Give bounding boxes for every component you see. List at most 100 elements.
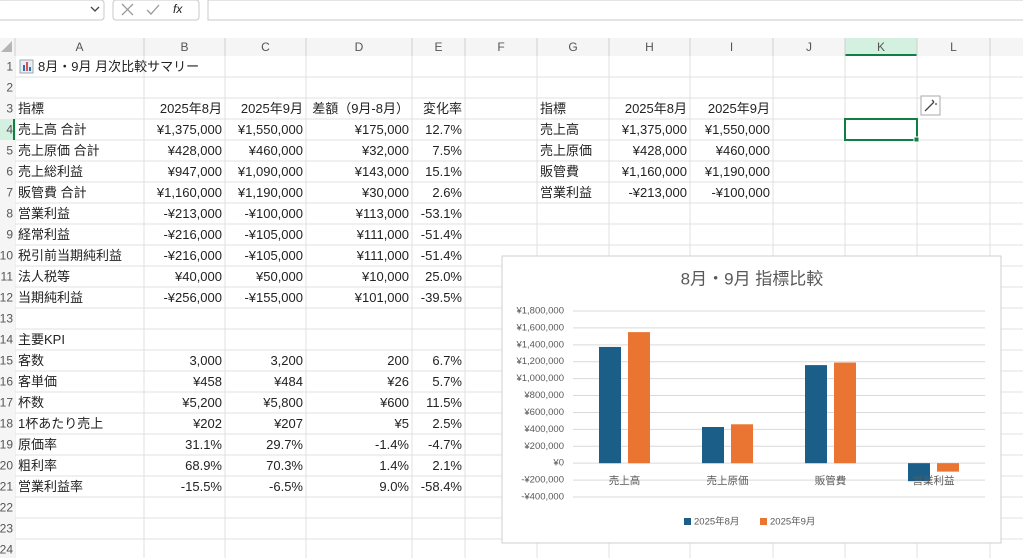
cell-text: ¥111,000 <box>356 248 409 263</box>
cell-text: -6.5% <box>269 479 303 494</box>
cell-text: ¥113,000 <box>355 206 409 221</box>
cell-text: -58.4% <box>421 479 463 494</box>
cell-text: ¥30,000 <box>361 185 409 200</box>
cell-text: 68.9% <box>185 458 222 473</box>
column-header[interactable]: A <box>75 40 83 54</box>
cell-text: ¥428,000 <box>167 143 222 158</box>
column-header[interactable]: B <box>180 40 188 54</box>
cell-text: 変化率 <box>423 101 462 116</box>
column-header[interactable]: L <box>950 40 957 54</box>
row-header[interactable]: 5 <box>6 144 13 158</box>
y-tick-label: -¥200,000 <box>521 475 564 486</box>
cell-text: -¥213,000 <box>163 206 222 221</box>
row-header[interactable]: 16 <box>0 375 13 389</box>
bar <box>702 426 724 464</box>
cell-text: -¥105,000 <box>244 248 303 263</box>
cell-text: ¥947,000 <box>167 164 222 179</box>
y-tick-label: ¥1,200,000 <box>515 356 564 367</box>
formula-input[interactable] <box>207 0 1023 21</box>
column-header[interactable]: H <box>645 40 654 54</box>
row-header[interactable]: 6 <box>6 165 13 179</box>
cell-text: 売上高 <box>540 122 579 137</box>
column-header[interactable]: E <box>434 40 442 54</box>
row-header[interactable]: 3 <box>6 102 13 116</box>
cell-text: ¥1,375,000 <box>156 122 222 137</box>
cell-text: 8月・9月 月次比較サマリー <box>38 59 199 74</box>
bar <box>834 362 856 464</box>
column-header[interactable]: I <box>730 40 733 54</box>
row-header[interactable]: 15 <box>0 354 13 368</box>
row-header[interactable]: 12 <box>0 291 13 305</box>
y-tick-label: ¥600,000 <box>523 407 564 418</box>
row-header[interactable]: 19 <box>0 438 13 452</box>
cell-text: ¥1,550,000 <box>704 122 770 137</box>
row-header[interactable]: 18 <box>0 417 13 431</box>
cell-text: 2.5% <box>432 416 462 431</box>
cell-text: 9.0% <box>379 479 409 494</box>
row-header[interactable]: 11 <box>1 270 14 284</box>
bar <box>628 332 650 464</box>
row-header[interactable]: 8 <box>6 207 13 221</box>
select-all[interactable] <box>1 41 12 52</box>
name-box-dropdown[interactable] <box>90 6 100 12</box>
cell-text: -15.5% <box>181 479 223 494</box>
cell-text: ¥1,190,000 <box>237 185 303 200</box>
formula-buttons <box>112 0 200 21</box>
cell-text: ¥32,000 <box>361 143 409 158</box>
row-header[interactable]: 10 <box>0 249 13 263</box>
cell-text: ¥101,000 <box>354 290 409 305</box>
cell-text: 当期純利益 <box>18 290 83 305</box>
cell-text: 杯数 <box>18 395 44 410</box>
cell-text: 6.7% <box>432 353 462 368</box>
row-header[interactable]: 23 <box>0 522 13 536</box>
enter-icon[interactable] <box>146 4 160 15</box>
y-tick-label: -¥400,000 <box>521 492 564 503</box>
cell-text: ¥202 <box>192 416 222 431</box>
row-header[interactable]: 17 <box>0 396 13 410</box>
cell-text: ¥484 <box>273 374 303 389</box>
chart-area[interactable] <box>501 255 1002 544</box>
row-header[interactable]: 2 <box>6 81 13 95</box>
cancel-icon[interactable] <box>121 3 134 16</box>
selected-cell[interactable] <box>844 118 918 141</box>
column-header[interactable]: D <box>355 40 364 54</box>
cell-text: 指標 <box>540 101 566 116</box>
insert-function[interactable]: fx <box>173 2 183 16</box>
legend-label: 2025年9月 <box>770 516 815 528</box>
row-header[interactable]: 21 <box>0 480 13 494</box>
row-header[interactable]: 4 <box>6 123 13 137</box>
row-header[interactable]: 24 <box>0 543 13 557</box>
column-header[interactable]: G <box>568 40 577 54</box>
cell-text: ¥460,000 <box>248 143 303 158</box>
row-header[interactable]: 13 <box>0 312 13 326</box>
column-header[interactable]: F <box>497 40 504 54</box>
cell-text: 販管費 合計 <box>18 185 87 200</box>
cell-text: 31.1% <box>185 437 222 452</box>
cell-text: 3,200 <box>270 353 303 368</box>
row-header[interactable]: 1 <box>6 60 13 74</box>
cell-text: ¥428,000 <box>632 143 687 158</box>
name-box[interactable] <box>0 0 105 21</box>
row-header[interactable]: 20 <box>0 459 13 473</box>
column-header[interactable]: C <box>261 40 270 54</box>
row-header[interactable]: 14 <box>0 333 13 347</box>
cell-text: 売上原価 合計 <box>18 143 100 158</box>
row-header[interactable]: 9 <box>6 228 13 242</box>
cell-text: -51.4% <box>421 227 463 242</box>
row-header[interactable]: 7 <box>6 186 13 200</box>
column-header[interactable]: J <box>806 40 812 54</box>
row-header[interactable]: 22 <box>0 501 13 515</box>
y-tick-label: ¥800,000 <box>523 390 564 401</box>
cell-text: ¥5,800 <box>262 395 303 410</box>
cell-text: -4.7% <box>428 437 462 452</box>
cell-text: 売上原価 <box>540 143 592 158</box>
cell-text: ¥175,000 <box>354 122 409 137</box>
cell-text: -¥100,000 <box>244 206 303 221</box>
column-header[interactable]: K <box>877 40 885 54</box>
cell-text: ¥10,000 <box>361 269 409 284</box>
cell-text: 指標 <box>18 101 44 116</box>
cell-text: 2.1% <box>432 458 462 473</box>
cell-text: ¥26 <box>386 374 409 389</box>
cell-text: ¥1,160,000 <box>621 164 687 179</box>
cell-text: ¥1,550,000 <box>237 122 303 137</box>
